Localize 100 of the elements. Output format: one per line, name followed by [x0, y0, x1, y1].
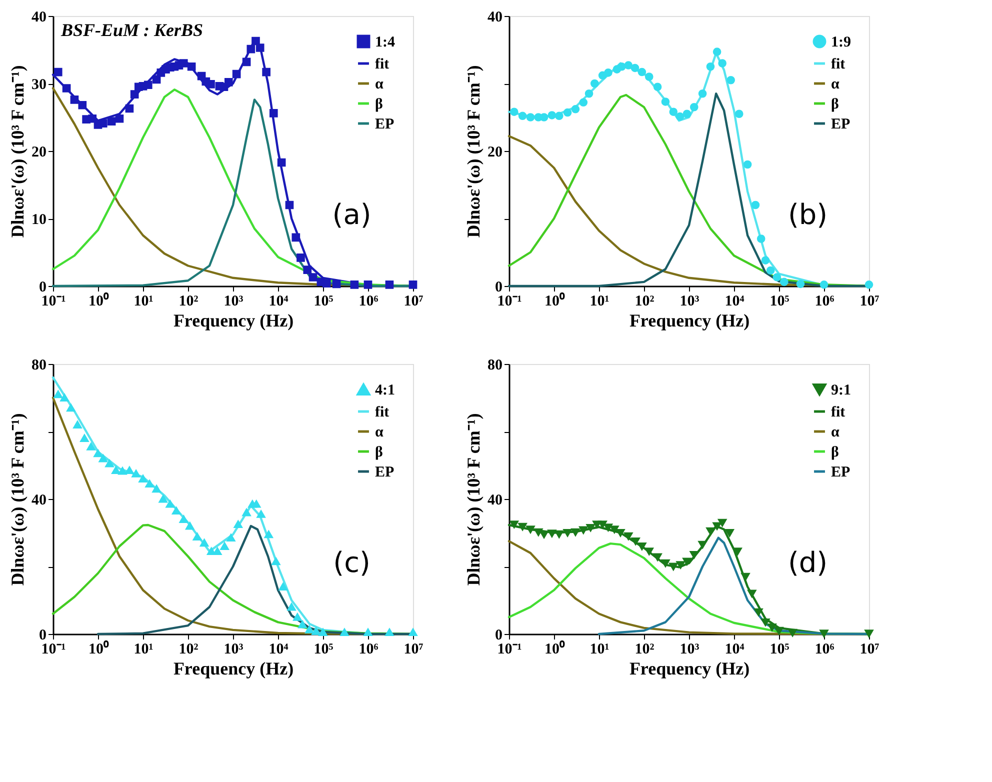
x-tick-label: 10⁰: [544, 640, 566, 658]
legend-label: α: [375, 424, 384, 440]
annotation: (b): [788, 198, 828, 231]
point: [563, 529, 572, 536]
point: [73, 421, 82, 428]
x-tick-label: 10³: [224, 642, 244, 658]
point: [125, 466, 134, 474]
x-tick-label: 10²: [178, 294, 199, 310]
y-tick-label: 20: [488, 144, 502, 160]
x-tick-label: 10³: [680, 642, 700, 658]
y-axis-title: Dlnωε'(ω) (10³ F cm⁻¹): [464, 413, 484, 586]
x-tick-label: 10⁷: [860, 294, 880, 310]
point: [158, 495, 168, 503]
point: [754, 608, 763, 616]
x-tick-label: 10⁶: [358, 642, 379, 658]
point: [138, 475, 148, 482]
point: [207, 548, 216, 556]
point: [748, 590, 756, 598]
x-tick-label: 10⁷: [404, 294, 424, 310]
y-tick-label: 40: [488, 492, 502, 508]
legend-label: 1:9: [831, 34, 851, 50]
legend-label: 9:1: [831, 382, 851, 398]
point: [220, 542, 229, 550]
y-tick-label: 40: [32, 10, 46, 26]
point: [768, 624, 776, 631]
point: [166, 500, 174, 508]
point: [534, 528, 543, 536]
point: [132, 470, 140, 478]
x-tick-label: 10⁻¹: [497, 294, 522, 310]
point: [733, 548, 742, 556]
point: [554, 530, 564, 538]
y-axis-title: Dlnωε'(ω) (10³ F cm⁻¹): [8, 413, 28, 586]
point: [172, 507, 180, 515]
point: [94, 450, 102, 458]
legend-label: 1:4: [375, 34, 396, 50]
point: [213, 548, 222, 556]
x-tick-label: 10³: [680, 294, 700, 310]
point: [278, 583, 288, 590]
point: [682, 558, 692, 566]
point: [518, 522, 527, 530]
point: [200, 539, 208, 547]
legend-label: α: [831, 76, 840, 92]
point: [725, 529, 734, 536]
point: [540, 530, 548, 538]
x-tick-label: 10⁶: [358, 294, 379, 310]
point: [298, 620, 307, 628]
point: [112, 466, 120, 474]
x-tick-label: 10⁴: [268, 294, 289, 310]
x-tick-label: 10⁴: [268, 642, 289, 658]
legend-label: fit: [831, 56, 846, 72]
point: [318, 628, 328, 636]
annotation: BSF-EuM : KerBS: [60, 20, 204, 40]
annotation: (c): [333, 546, 370, 579]
legend-label: β: [375, 444, 383, 460]
point: [86, 442, 96, 450]
x-tick-label: 10²: [634, 294, 655, 310]
x-axis-title: Frequency (Hz): [629, 310, 750, 330]
x-tick-label: 10¹: [590, 294, 610, 310]
x-tick-label: 10⁰: [544, 292, 566, 310]
x-axis-title: Frequency (Hz): [173, 310, 294, 330]
point: [598, 520, 607, 528]
y-tick-label: 40: [488, 10, 502, 26]
point: [186, 522, 194, 530]
point: [145, 480, 154, 488]
x-tick-label: 10³: [224, 294, 244, 310]
legend-label: α: [831, 424, 840, 440]
point: [761, 618, 770, 626]
x-tick-label: 10⁵: [314, 642, 334, 658]
point: [179, 516, 188, 523]
x-tick-label: 10⁻¹: [41, 642, 66, 658]
point: [604, 524, 612, 532]
y-tick-label: 30: [32, 77, 46, 93]
point: [234, 520, 242, 528]
point: [152, 485, 161, 493]
x-tick-label: 10⁰: [88, 640, 110, 658]
x-tick-label: 10²: [634, 642, 655, 658]
point: [287, 603, 296, 611]
y-axis-title: Dlnωε'(ω) (10³ F cm⁻¹): [8, 65, 28, 238]
x-axis-title: Frequency (Hz): [173, 658, 294, 678]
point: [118, 467, 127, 475]
y-tick-label: 80: [32, 358, 46, 374]
point: [712, 522, 722, 530]
x-tick-label: 10¹: [134, 642, 154, 658]
legend-label: EP: [375, 116, 394, 132]
x-axis-title: Frequency (Hz): [629, 658, 750, 678]
x-tick-label: 10¹: [590, 642, 610, 658]
point: [305, 626, 314, 634]
y-tick-label: 80: [488, 358, 502, 374]
legend-label: α: [375, 76, 384, 92]
point: [774, 626, 784, 634]
point: [548, 530, 556, 538]
point: [526, 526, 535, 534]
point: [105, 460, 114, 468]
x-tick-label: 10⁰: [88, 292, 110, 310]
x-tick-label: 10⁻¹: [41, 294, 66, 310]
point: [54, 390, 62, 398]
annotation: (d): [788, 546, 828, 579]
point: [252, 500, 260, 508]
x-tick-label: 10⁶: [814, 294, 835, 310]
point: [226, 534, 236, 542]
